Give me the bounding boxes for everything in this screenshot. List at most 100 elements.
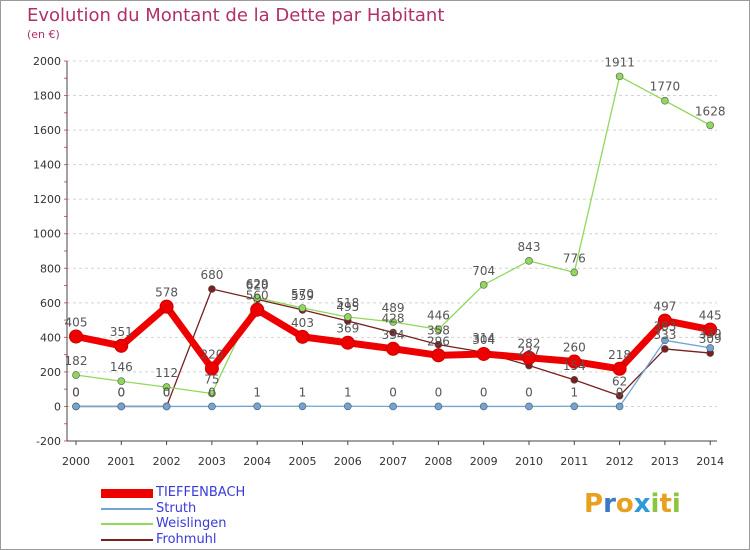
data-point: [114, 338, 129, 353]
data-point: [612, 361, 627, 376]
legend-swatch: [101, 488, 153, 498]
data-point: [389, 318, 397, 326]
data-label: 1: [253, 385, 261, 399]
data-label: 1770: [650, 80, 681, 94]
data-point: [661, 345, 669, 353]
data-label: 559: [291, 289, 314, 303]
data-point: [434, 402, 443, 411]
data-point: [615, 391, 624, 400]
data-point: [434, 325, 443, 334]
data-label: 146: [110, 360, 133, 374]
data-point: [567, 354, 582, 369]
data-point: [615, 402, 624, 411]
data-label: 620: [246, 278, 269, 292]
proxiti-logo: Proxiti: [584, 489, 681, 519]
legend: TIEFFENBACH Struth Weislingen Frohmuhl: [101, 485, 361, 547]
data-point: [522, 350, 536, 365]
data-point: [117, 377, 126, 386]
data-point: [389, 328, 397, 337]
data-point: [162, 383, 171, 391]
y-tick-label: 600: [40, 297, 61, 310]
data-point: [159, 299, 174, 314]
data-label: 0: [208, 385, 216, 399]
data-label: 680: [200, 268, 223, 282]
data-label: 629: [246, 277, 269, 291]
data-point: [72, 402, 80, 411]
data-label: 351: [110, 325, 133, 339]
x-tick-label: 2009: [470, 455, 498, 468]
y-tick-label: 1000: [33, 228, 61, 241]
data-point: [208, 285, 216, 293]
data-label: 0: [72, 385, 80, 399]
legend-label: Frohmuhl: [156, 531, 217, 547]
data-label: 0: [163, 385, 171, 399]
data-label: 497: [653, 300, 676, 314]
data-label: 1: [344, 385, 352, 399]
legend-label: TIEFFENBACH: [156, 485, 246, 500]
legend-item-struth: Struth: [101, 501, 361, 517]
data-label: 383: [653, 319, 676, 333]
x-tick-label: 2004: [243, 455, 271, 468]
data-label: 1: [299, 385, 307, 399]
data-point: [615, 72, 624, 81]
data-label: 776: [563, 251, 586, 265]
data-label: 182: [65, 354, 88, 368]
data-label: 62: [612, 375, 627, 389]
data-point: [117, 402, 126, 411]
data-label: 112: [155, 366, 178, 380]
data-point: [657, 313, 672, 328]
x-tick-label: 2011: [560, 455, 588, 468]
data-point: [525, 257, 533, 265]
data-label: 334: [382, 328, 405, 342]
legend-item-weislingen: Weislingen: [101, 516, 361, 532]
data-label: 304: [472, 333, 495, 347]
x-tick-label: 2000: [62, 455, 90, 468]
data-label: 446: [427, 308, 450, 322]
chart-subtitle: (en €): [27, 28, 60, 41]
data-point: [431, 348, 446, 363]
x-tick-label: 2008: [424, 455, 452, 468]
data-label: 339: [699, 327, 722, 341]
logo-letter: t: [659, 489, 672, 519]
legend-item-frohmuhl: Frohmuhl: [101, 532, 361, 548]
x-tick-label: 2014: [696, 455, 724, 468]
data-point: [570, 402, 579, 411]
x-tick-label: 2006: [334, 455, 362, 468]
legend-item-tieffenbach: TIEFFENBACH: [101, 485, 361, 501]
data-label: 489: [382, 301, 405, 315]
data-point: [389, 402, 397, 411]
data-point: [253, 402, 262, 411]
data-point: [434, 340, 443, 349]
data-label: 154: [563, 359, 586, 373]
data-point: [703, 322, 718, 337]
x-tick-label: 2010: [515, 455, 543, 468]
y-tick-label: 400: [40, 331, 61, 344]
data-label: 369: [336, 322, 359, 336]
data-label: 0: [616, 385, 624, 399]
data-label: 570: [291, 287, 314, 301]
data-point: [295, 329, 310, 344]
legend-swatch: [101, 507, 153, 510]
y-tick-label: 0: [54, 400, 61, 413]
data-point: [479, 402, 488, 411]
data-point: [476, 346, 491, 361]
x-tick-label: 2013: [651, 455, 679, 468]
data-point: [570, 376, 579, 384]
data-label: 405: [65, 316, 88, 330]
data-label: 495: [336, 300, 359, 314]
x-tick-label: 2001: [107, 455, 135, 468]
data-label: 358: [427, 324, 450, 338]
data-label: 704: [472, 264, 495, 278]
legend-swatch: [101, 523, 153, 525]
logo-letter: x: [633, 489, 651, 519]
data-point: [208, 402, 216, 411]
data-label: 1628: [695, 104, 726, 118]
data-label: 0: [525, 385, 533, 399]
data-point: [253, 294, 262, 302]
logo-letter: r: [603, 489, 616, 519]
data-label: 428: [382, 312, 405, 326]
data-label: 296: [427, 334, 450, 348]
y-tick-label: 2000: [33, 55, 61, 68]
